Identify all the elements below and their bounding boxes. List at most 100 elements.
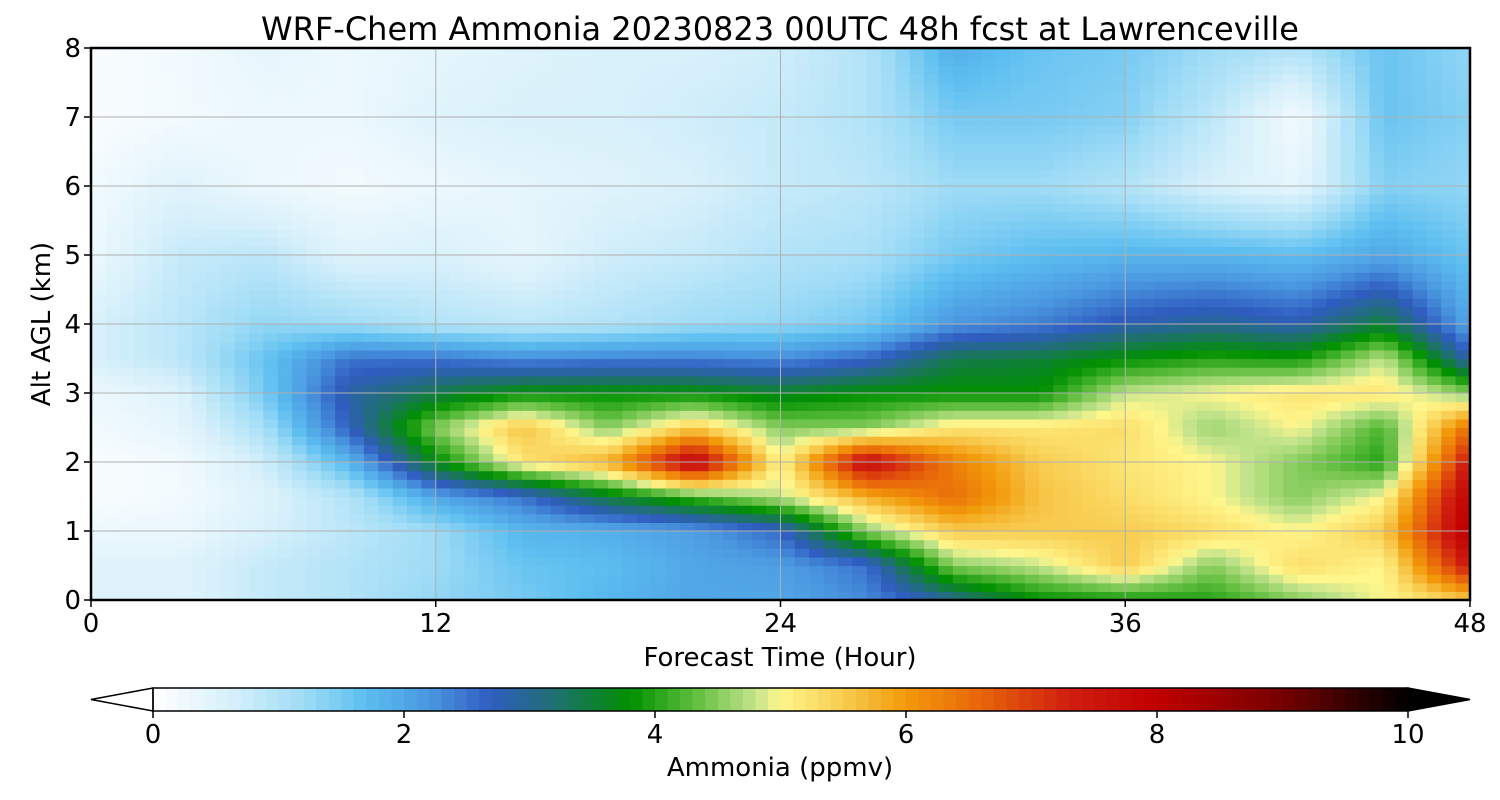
heatmap-cell	[292, 522, 308, 532]
heatmap-cell	[809, 246, 825, 256]
heatmap-cell	[981, 220, 997, 230]
heatmap-cell	[478, 470, 494, 480]
heatmap-cell	[134, 401, 150, 411]
heatmap-cell	[1082, 375, 1098, 385]
heatmap-cell	[292, 427, 308, 437]
heatmap-cell	[320, 332, 336, 342]
heatmap-cell	[924, 298, 940, 308]
heatmap-cell	[723, 263, 738, 273]
heatmap-cell	[622, 142, 638, 153]
heatmap-cell	[593, 418, 609, 429]
heatmap-cell	[220, 548, 236, 558]
heatmap-cell	[651, 496, 667, 506]
heatmap-cell	[837, 255, 853, 265]
heatmap-cell	[306, 237, 322, 247]
heatmap-cell	[435, 263, 451, 273]
heatmap-cell	[1168, 496, 1184, 506]
heatmap-cell	[1153, 410, 1169, 420]
heatmap-cell	[378, 272, 394, 282]
heatmap-cell	[349, 401, 365, 411]
heatmap-cell	[249, 186, 264, 196]
heatmap-cell	[751, 73, 767, 84]
heatmap-cell	[751, 375, 767, 385]
heatmap-cell	[737, 556, 753, 567]
heatmap-cell	[895, 142, 911, 153]
heatmap-cell	[421, 177, 437, 187]
heatmap-cell	[866, 315, 882, 325]
heatmap-cell	[536, 384, 552, 394]
heatmap-cell	[1024, 393, 1040, 403]
heatmap-cell	[507, 194, 523, 204]
heatmap-cell	[636, 453, 652, 463]
heatmap-cell	[1153, 548, 1169, 558]
heatmap-cell	[292, 177, 308, 187]
heatmap-cell	[852, 125, 868, 135]
heatmap-cell	[809, 375, 825, 385]
heatmap-cell	[938, 487, 954, 498]
heatmap-cell	[493, 306, 509, 316]
heatmap-cell	[1053, 263, 1069, 273]
heatmap-cell	[579, 73, 595, 84]
heatmap-cell	[119, 151, 135, 161]
heatmap-cell	[536, 306, 552, 316]
heatmap-cell	[234, 151, 250, 161]
heatmap-cell	[852, 220, 868, 230]
heatmap-cell	[565, 255, 580, 265]
heatmap-cell	[852, 401, 868, 411]
heatmap-cell	[148, 280, 164, 291]
heatmap-cell	[507, 108, 523, 118]
heatmap-cell	[809, 332, 825, 342]
heatmap-cell	[134, 82, 150, 92]
heatmap-cell	[924, 332, 940, 342]
heatmap-cell	[1024, 203, 1040, 213]
heatmap-cell	[1110, 237, 1126, 247]
heatmap-cell	[450, 324, 466, 334]
heatmap-cell	[751, 263, 767, 273]
heatmap-cell	[493, 142, 509, 153]
heatmap-cell	[1153, 117, 1169, 127]
heatmap-cell	[435, 539, 451, 549]
heatmap-cell	[277, 496, 293, 506]
heatmap-cell	[593, 462, 609, 472]
heatmap-cell	[1153, 108, 1169, 118]
heatmap-cell	[378, 151, 394, 161]
heatmap-cell	[263, 453, 279, 463]
heatmap-cell	[1110, 341, 1126, 351]
heatmap-cell	[679, 246, 695, 256]
heatmap-cell	[363, 436, 379, 446]
heatmap-cell	[1153, 194, 1169, 204]
heatmap-cell	[866, 367, 882, 377]
heatmap-cell	[679, 324, 695, 334]
heatmap-cell	[392, 117, 408, 127]
heatmap-cell	[1053, 160, 1069, 170]
heatmap-cell	[450, 565, 466, 575]
heatmap-cell	[1168, 237, 1184, 247]
heatmap-cell	[349, 574, 365, 584]
heatmap-cell	[952, 255, 968, 265]
heatmap-cell	[320, 513, 336, 523]
heatmap-cell	[837, 82, 853, 92]
heatmap-cell	[507, 522, 523, 532]
heatmap-cell	[866, 453, 882, 463]
heatmap-cell	[1096, 582, 1112, 592]
heatmap-cell	[177, 142, 193, 153]
heatmap-cell	[924, 513, 940, 523]
heatmap-cell	[981, 401, 997, 411]
heatmap-cell	[593, 194, 609, 204]
heatmap-cell	[1110, 418, 1126, 429]
heatmap-cell	[694, 513, 710, 523]
heatmap-cell	[780, 65, 796, 75]
heatmap-cell	[881, 220, 897, 230]
heatmap-cell	[866, 203, 882, 213]
heatmap-cell	[349, 203, 365, 213]
heatmap-cell	[363, 229, 379, 239]
heatmap-cell	[263, 48, 279, 58]
heatmap-cell	[895, 513, 911, 523]
heatmap-cell	[91, 255, 106, 265]
heatmap-cell	[579, 151, 595, 161]
heatmap-cell	[895, 229, 911, 239]
heatmap-cell	[694, 349, 710, 360]
heatmap-cell	[392, 410, 408, 420]
heatmap-cell	[507, 125, 523, 135]
heatmap-cell	[493, 203, 509, 213]
